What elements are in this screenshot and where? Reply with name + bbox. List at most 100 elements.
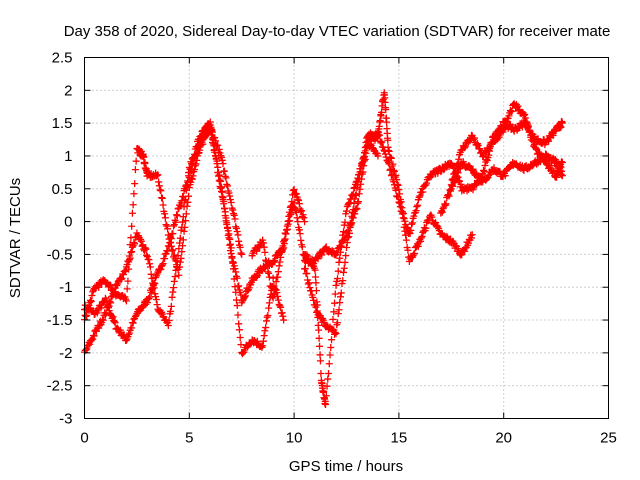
data-point [177,254,185,262]
data-point [214,141,222,149]
x-tick-label: 10 [286,430,303,447]
y-tick-label: -1 [59,279,72,296]
data-point [402,236,410,244]
data-point [274,268,282,276]
data-point [158,194,166,202]
data-point [90,332,98,340]
data-point [468,234,476,242]
data-point [141,244,149,252]
data-point [83,305,91,313]
data-point [245,284,253,292]
data-point [422,224,430,232]
data-point [259,239,267,247]
x-tick-label: 0 [80,430,88,447]
data-point [313,307,321,315]
data-point [345,227,353,235]
data-point [417,237,425,245]
data-point [334,249,342,257]
data-point [334,310,342,318]
data-point [122,297,130,305]
data-point [375,131,383,139]
data-point [325,360,333,368]
data-point [331,329,339,337]
data-point [320,388,328,396]
data-point [342,234,350,242]
data-point [508,107,516,115]
data-point [412,207,420,215]
data-point [193,156,201,164]
data-point [336,254,344,262]
data-point [97,304,105,312]
data-point [215,177,223,185]
data-point [332,330,340,338]
data-point [128,324,136,332]
data-point [229,210,237,218]
data-point [223,180,231,188]
data-point [265,273,273,281]
series-track-7 [447,100,566,189]
data-point [146,263,154,271]
data-point [521,110,529,118]
data-point [274,273,282,281]
data-point [269,274,277,282]
data-point [328,247,336,255]
data-point [128,222,136,230]
data-point [386,166,394,174]
data-point [121,268,129,276]
data-point [322,400,330,408]
data-point [388,170,396,178]
data-point [343,207,350,215]
data-point [157,265,165,273]
data-point [226,240,234,248]
data-point [264,268,272,276]
data-point [271,290,279,298]
data-point [130,238,138,246]
data-point [211,134,219,142]
data-point [102,309,110,317]
data-point [102,296,110,304]
data-point [125,256,133,264]
data-point [485,146,493,154]
data-point [82,346,90,354]
data-point [449,182,457,190]
x-axis-label: GPS time / hours [289,458,403,475]
data-point [204,129,212,137]
data-point [157,187,165,195]
data-point [374,152,382,160]
data-point [93,309,101,317]
data-point [87,337,95,345]
data-point [237,291,245,299]
data-point [236,243,244,251]
data-point [494,135,502,143]
data-point [483,156,491,164]
data-point [172,257,180,265]
data-point [145,256,153,264]
data-point [312,273,320,281]
data-point [131,180,139,188]
data-point [267,282,275,290]
data-point [355,190,363,198]
data-point [301,218,309,226]
data-point [289,203,297,211]
data-point [280,238,288,246]
data-point [323,382,331,390]
data-point [304,280,312,288]
data-point [402,231,410,239]
data-point [294,218,302,226]
data-point [335,258,343,266]
data-point [212,137,219,145]
data-point [286,211,294,219]
data-point [262,317,270,325]
data-point [127,234,135,242]
data-point [125,331,133,339]
data-point [406,229,414,237]
data-point [271,286,279,294]
data-point [277,249,285,257]
data-point [378,138,386,146]
data-point [218,156,226,164]
data-point [111,319,119,327]
data-point [357,175,365,183]
x-tick-label: 15 [391,430,408,447]
data-point [238,350,246,358]
data-point [450,170,458,178]
